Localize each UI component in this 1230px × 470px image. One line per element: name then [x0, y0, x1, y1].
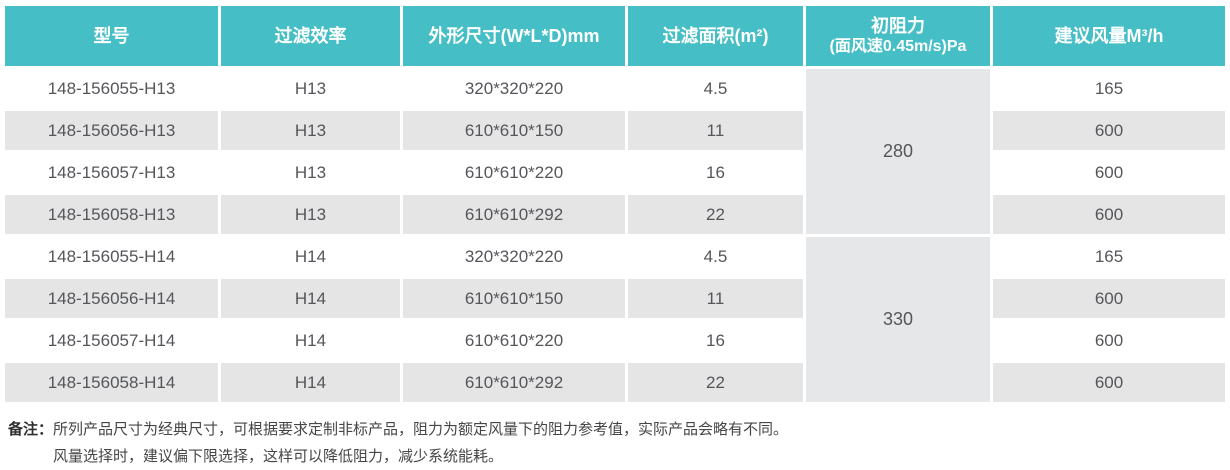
model-cell: 148-156055-H13 [5, 69, 218, 108]
dimensions-cell: 610*610*220 [403, 153, 625, 192]
dimensions-cell: 610*610*150 [403, 111, 625, 150]
remarks-text: 所列产品尺寸为经典尺寸，可根据要求定制非标产品，阻力为额定风量下的阻力参考值，实… [53, 416, 788, 470]
dimensions-cell: 610*610*292 [403, 363, 625, 402]
table-row: 148-156058-H13 H13 610*610*292 22 600 [5, 195, 1225, 234]
dimensions-cell: 320*320*220 [403, 69, 625, 108]
airflow-cell: 600 [993, 195, 1225, 234]
airflow-cell: 600 [993, 363, 1225, 402]
table-header-row: 型号 过滤效率 外形尺寸(W*L*D)mm 过滤面积(m²) 初阻力 (面风速0… [5, 6, 1225, 66]
area-cell: 4.5 [628, 237, 803, 276]
airflow-cell: 165 [993, 69, 1225, 108]
area-cell: 22 [628, 195, 803, 234]
remarks-section: 备注： 所列产品尺寸为经典尺寸，可根据要求定制非标产品，阻力为额定风量下的阻力参… [0, 416, 1230, 470]
efficiency-cell: H13 [221, 69, 400, 108]
model-cell: 148-156058-H14 [5, 363, 218, 402]
airflow-cell: 600 [993, 153, 1225, 192]
dimensions-cell: 610*610*220 [403, 321, 625, 360]
table-row: 148-156057-H13 H13 610*610*220 16 600 [5, 153, 1225, 192]
filter-spec-table: 型号 过滤效率 外形尺寸(W*L*D)mm 过滤面积(m²) 初阻力 (面风速0… [2, 3, 1228, 405]
efficiency-cell: H13 [221, 195, 400, 234]
col-header-dimensions: 外形尺寸(W*L*D)mm [403, 6, 625, 66]
table-row: 148-156058-H14 H14 610*610*292 22 600 [5, 363, 1225, 402]
col-header-resistance-title: 初阻力 [871, 15, 925, 36]
remarks-line-2: 风量选择时，建议偏下限选择，这样可以降低阻力，减少系统能耗。 [53, 448, 504, 465]
airflow-cell: 600 [993, 321, 1225, 360]
remarks-label: 备注： [8, 421, 54, 438]
dimensions-cell: 610*610*292 [403, 195, 625, 234]
product-spec-page: 型号 过滤效率 外形尺寸(W*L*D)mm 过滤面积(m²) 初阻力 (面风速0… [0, 3, 1230, 470]
efficiency-cell: H13 [221, 111, 400, 150]
model-cell: 148-156057-H13 [5, 153, 218, 192]
area-cell: 4.5 [628, 69, 803, 108]
table-row: 148-156056-H13 H13 610*610*150 11 600 [5, 111, 1225, 150]
col-header-resistance-condition: (面风速0.45m/s)Pa [829, 38, 967, 56]
resistance-merged-cell: 280 [806, 69, 990, 234]
col-header-efficiency: 过滤效率 [221, 6, 400, 66]
col-header-area: 过滤面积(m²) [628, 6, 803, 66]
remarks-line-1: 所列产品尺寸为经典尺寸，可根据要求定制非标产品，阻力为额定风量下的阻力参考值，实… [53, 421, 789, 438]
dimensions-cell: 610*610*150 [403, 279, 625, 318]
col-header-airflow: 建议风量M³/h [993, 6, 1225, 66]
col-header-model: 型号 [5, 6, 218, 66]
table-row: 148-156055-H14 H14 320*320*220 4.5 330 1… [5, 237, 1225, 402]
resistance-merged-cell: 330 [806, 237, 990, 402]
area-cell: 11 [628, 279, 803, 318]
area-cell: 22 [628, 363, 803, 402]
efficiency-cell: H14 [221, 321, 400, 360]
model-cell: 148-156056-H13 [5, 111, 218, 150]
efficiency-cell: H14 [221, 279, 400, 318]
efficiency-cell: H14 [221, 237, 400, 276]
table-row: 148-156056-H14 H14 610*610*150 11 600 [5, 279, 1225, 318]
model-cell: 148-156056-H14 [5, 279, 218, 318]
area-cell: 11 [628, 111, 803, 150]
area-cell: 16 [628, 153, 803, 192]
col-header-resistance: 初阻力 (面风速0.45m/s)Pa [806, 6, 990, 66]
area-cell: 16 [628, 321, 803, 360]
model-cell: 148-156055-H14 [5, 237, 218, 276]
table-row: 148-156057-H14 H14 610*610*220 16 600 [5, 321, 1225, 360]
airflow-cell: 600 [993, 279, 1225, 318]
efficiency-cell: H13 [221, 153, 400, 192]
dimensions-cell: 320*320*220 [403, 237, 625, 276]
table-row: 148-156055-H13 H13 320*320*220 4.5 280 1… [5, 69, 1225, 234]
efficiency-cell: H14 [221, 363, 400, 402]
airflow-cell: 600 [993, 111, 1225, 150]
model-cell: 148-156058-H13 [5, 195, 218, 234]
airflow-cell: 165 [993, 237, 1225, 276]
model-cell: 148-156057-H14 [5, 321, 218, 360]
